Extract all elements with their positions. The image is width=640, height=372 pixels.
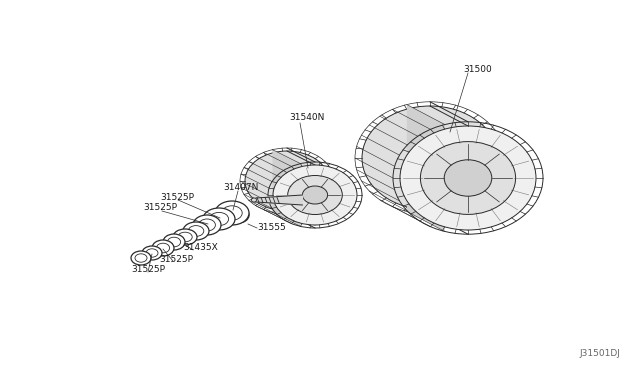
- Polygon shape: [273, 150, 300, 227]
- Polygon shape: [407, 105, 445, 231]
- Text: J31501DJ: J31501DJ: [579, 349, 620, 358]
- Ellipse shape: [215, 201, 249, 225]
- Ellipse shape: [152, 240, 174, 256]
- Ellipse shape: [444, 160, 492, 196]
- Ellipse shape: [198, 219, 216, 231]
- Ellipse shape: [209, 212, 228, 225]
- Polygon shape: [256, 195, 302, 205]
- Ellipse shape: [168, 237, 180, 247]
- Ellipse shape: [163, 234, 185, 250]
- Ellipse shape: [231, 210, 245, 220]
- Text: 31435X: 31435X: [183, 244, 218, 253]
- Text: 31525P: 31525P: [160, 192, 194, 202]
- Text: 31525P: 31525P: [143, 203, 177, 212]
- Text: 31525P: 31525P: [159, 254, 193, 263]
- Ellipse shape: [142, 246, 162, 260]
- Text: 31540N: 31540N: [289, 113, 324, 122]
- Ellipse shape: [252, 198, 257, 202]
- Ellipse shape: [188, 225, 204, 236]
- Ellipse shape: [156, 243, 170, 253]
- Text: 31500: 31500: [463, 64, 492, 74]
- Text: 31407N: 31407N: [223, 183, 259, 192]
- Ellipse shape: [288, 176, 342, 215]
- Ellipse shape: [193, 215, 221, 235]
- Ellipse shape: [146, 249, 158, 257]
- Ellipse shape: [222, 206, 242, 220]
- Ellipse shape: [273, 165, 357, 225]
- Ellipse shape: [135, 254, 147, 262]
- Ellipse shape: [183, 222, 209, 240]
- Ellipse shape: [420, 142, 516, 214]
- Ellipse shape: [400, 126, 536, 230]
- Ellipse shape: [131, 251, 151, 265]
- Ellipse shape: [362, 106, 498, 210]
- Ellipse shape: [173, 229, 197, 245]
- Ellipse shape: [203, 208, 235, 230]
- Ellipse shape: [178, 232, 192, 242]
- Text: 31555: 31555: [257, 224, 285, 232]
- Ellipse shape: [302, 186, 328, 204]
- Ellipse shape: [227, 207, 249, 223]
- Text: 31525P: 31525P: [131, 266, 165, 275]
- Ellipse shape: [245, 151, 329, 211]
